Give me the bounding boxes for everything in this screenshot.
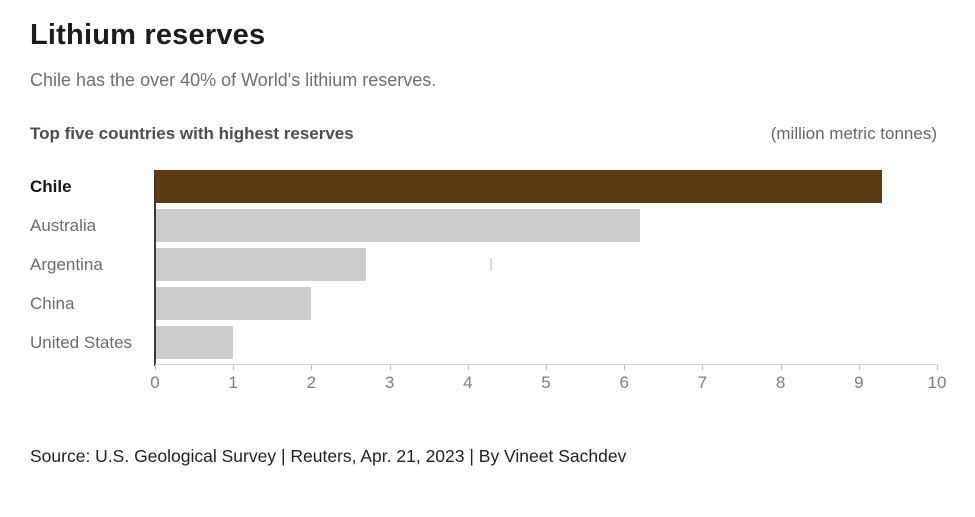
chart-title: Lithium reserves (30, 19, 266, 51)
chart-section-title: Top five countries with highest reserves (30, 124, 354, 143)
axis-tick-label: 2 (306, 373, 317, 392)
category-label: Argentina (30, 255, 103, 274)
chart-row: Argentina (30, 248, 937, 281)
axis-tick-mark (624, 365, 626, 370)
category-label: Australia (30, 216, 97, 235)
chart-subtitle: Chile has the over 40% of World's lithiu… (30, 70, 437, 90)
axis-tick-mark (858, 365, 860, 370)
axis-tick-label: 7 (697, 373, 708, 392)
axis-tick-label: 6 (619, 373, 629, 392)
axis-tick-mark (937, 365, 938, 370)
chart-header: Top five countries with highest reserves… (30, 124, 937, 144)
axis-tick-mark (780, 365, 782, 370)
category-label: Chile (30, 177, 72, 196)
axis-tick-mark (311, 365, 313, 370)
x-axis-scale: 0 1 2 3 4 5 6 7 8 9 10 (150, 364, 946, 394)
chart-row: China (30, 287, 937, 320)
axis-tick-label: 10 (927, 373, 947, 392)
axis-tick-mark (389, 365, 391, 370)
chart-row: United States (30, 326, 937, 359)
axis-tick-mark (467, 365, 469, 370)
axis-tick-label: 4 (463, 373, 473, 392)
bar-argentina (155, 248, 367, 281)
axis-tick-label: 8 (775, 373, 786, 392)
axis-tick-label: 5 (541, 373, 551, 392)
x-axis: 0 1 2 3 4 5 6 7 8 9 10 (30, 364, 946, 394)
stray-mark (490, 258, 492, 271)
bar-track (155, 209, 937, 242)
category-label: China (30, 294, 75, 313)
axis-tick-mark (702, 365, 704, 370)
axis-tick-mark (546, 365, 547, 370)
axis-tick-mark (155, 365, 156, 370)
axis-tick-label: 9 (854, 373, 864, 392)
axis-tick-label: 1 (228, 373, 238, 392)
axis-tick-label: 3 (384, 373, 395, 392)
bar-united-states (155, 326, 234, 359)
y-axis-line (154, 170, 156, 366)
chart-units-label: (million metric tonnes) (770, 124, 937, 143)
bar-china (155, 287, 312, 320)
axis-tick-mark (233, 365, 235, 370)
bar-track (155, 170, 937, 203)
axis-tick-label: 0 (150, 373, 160, 392)
category-label: United States (30, 333, 133, 352)
chart-row: Australia (30, 209, 937, 242)
x-axis-spacer (30, 364, 155, 394)
chart-row: Chile (30, 170, 937, 203)
bar-chile (155, 170, 883, 203)
source-line: Source: U.S. Geological Survey | Reuters… (30, 446, 627, 466)
bar-track (155, 287, 937, 320)
bar-australia (155, 209, 640, 242)
bar-rows: Chile Australia Argentina China United State… (30, 170, 937, 359)
bar-chart: Chile Australia Argentina China United State… (30, 170, 946, 394)
bar-track (155, 326, 937, 359)
bar-track (155, 248, 937, 281)
